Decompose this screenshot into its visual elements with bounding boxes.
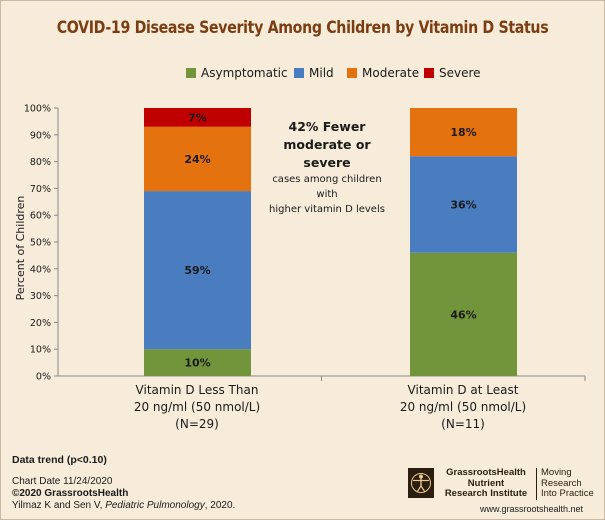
annotation-line-3: cases among children with <box>272 174 382 200</box>
legend-label-severe: Severe <box>439 66 481 80</box>
data-label-moderate-0: 24% <box>184 153 210 166</box>
legend-label-moderate: Moderate <box>362 66 420 80</box>
annotation-callout: 42% Fewer moderate or severe cases among… <box>262 118 392 217</box>
y-tick-label: 40% <box>30 264 51 275</box>
grassrootshealth-logo: GrassrootsHealth Nutrient Research Insti… <box>408 467 598 502</box>
x-category-label-low-line-3: (N=29) <box>175 417 219 431</box>
logo-line-3: Research Institute <box>444 488 528 499</box>
annotation-line-2: moderate or severe <box>283 137 371 170</box>
y-tick-label: 20% <box>30 318 51 329</box>
logo-divider <box>536 468 537 500</box>
y-tick-label: 0% <box>36 372 51 383</box>
citation-journal: Pediatric Pulmonology <box>105 500 205 511</box>
logo-line-2: Nutrient <box>467 477 505 489</box>
legend-swatch-mild <box>294 68 304 78</box>
data-label-asymptomatic-1: 46% <box>450 308 476 321</box>
citation-authors: Yilmaz K and Sen V, <box>12 500 106 511</box>
legend-swatch-asymptomatic <box>186 68 196 78</box>
annotation-line-1: 42% Fewer <box>288 119 366 134</box>
x-category-label-high-line-2: 20 ng/ml (50 nmol/L) <box>399 400 527 414</box>
logo-tagline: Moving Research Into Practice <box>541 467 594 500</box>
x-category-label-high: Vitamin D at Least 20 ng/ml (50 nmol/L) … <box>378 382 548 433</box>
y-tick-label: 60% <box>30 211 51 222</box>
bar-moderate-1 <box>410 108 517 157</box>
y-tick-label: 10% <box>30 345 51 356</box>
tagline-line-3: Into Practice <box>541 488 594 499</box>
data-label-moderate-1: 18% <box>450 126 476 139</box>
data-label-severe-0: 7% <box>188 111 207 124</box>
bar-asymptomatic-1 <box>410 252 517 376</box>
legend-item-mild: Mild <box>294 66 334 80</box>
data-label-asymptomatic-0: 10% <box>184 357 210 370</box>
legend-label-mild: Mild <box>309 66 334 80</box>
x-category-label-low: Vitamin D Less Than 20 ng/ml (50 nmol/L)… <box>112 382 282 433</box>
data-label-mild-0: 59% <box>184 264 210 277</box>
copyright: ©2020 GrassrootsHealth <box>12 488 129 499</box>
x-category-label-high-line-3: (N=11) <box>441 417 485 431</box>
legend-item-asymptomatic: Asymptomatic <box>186 66 288 80</box>
legend-label-asymptomatic: Asymptomatic <box>201 66 288 80</box>
chart-legend: Asymptomatic Mild Moderate Severe <box>0 66 605 82</box>
data-label-mild-1: 36% <box>450 198 476 211</box>
bar-mild-1 <box>410 156 517 253</box>
y-tick-label: 80% <box>30 157 51 168</box>
data-trend-note: Data trend (p<0.10) <box>12 454 107 466</box>
x-category-label-low-line-1: Vitamin D Less Than <box>135 383 259 397</box>
x-category-label-high-line-1: Vitamin D at Least <box>407 383 519 397</box>
y-tick-label: 70% <box>30 184 51 195</box>
y-tick-label: 100% <box>24 104 51 115</box>
bar-mild-0 <box>144 191 251 350</box>
chart-title: COVID-19 Disease Severity Among Children… <box>56 18 549 37</box>
logo-line-1: GrassrootsHealth <box>446 467 526 478</box>
legend-swatch-severe <box>424 68 434 78</box>
bar-moderate-0 <box>144 126 251 192</box>
y-tick-label: 90% <box>30 130 51 141</box>
y-tick-label: 50% <box>30 238 51 249</box>
legend-item-severe: Severe <box>424 66 481 80</box>
annotation-line-4: higher vitamin D levels <box>269 204 385 215</box>
x-category-label-low-line-2: 20 ng/ml (50 nmol/L) <box>133 400 261 414</box>
y-tick-label: 30% <box>30 291 51 302</box>
website-link[interactable]: www.grassrootshealth.net <box>480 504 584 514</box>
bar-asymptomatic-0 <box>144 349 251 376</box>
citation: Yilmaz K and Sen V, Pediatric Pulmonolog… <box>12 500 235 511</box>
tagline-line-2: Research <box>541 477 582 489</box>
logo-org-name: GrassrootsHealth Nutrient Research Insti… <box>440 467 532 500</box>
legend-item-moderate: Moderate <box>347 66 419 80</box>
tagline-line-1: Moving <box>541 467 572 478</box>
legend-swatch-moderate <box>347 68 357 78</box>
vitruvian-man-icon <box>408 468 434 498</box>
chart-date: Chart Date 11/24/2020 <box>12 476 113 487</box>
citation-year: , 2020. <box>204 500 236 511</box>
bar-severe-0 <box>144 108 251 127</box>
